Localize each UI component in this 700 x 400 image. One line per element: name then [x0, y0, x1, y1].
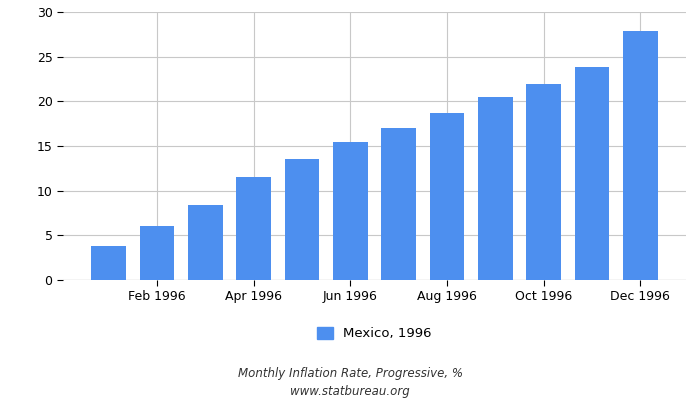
Bar	[526, 84, 561, 280]
Legend: Mexico, 1996: Mexico, 1996	[317, 327, 432, 340]
Text: Monthly Inflation Rate, Progressive, %: Monthly Inflation Rate, Progressive, %	[237, 368, 463, 380]
Bar	[91, 246, 126, 280]
Bar	[333, 142, 368, 280]
Bar	[237, 177, 271, 280]
Bar	[382, 128, 416, 280]
Bar	[188, 205, 223, 280]
Bar	[478, 97, 512, 280]
Bar	[139, 226, 174, 280]
Bar	[285, 159, 319, 280]
Bar	[430, 113, 464, 280]
Text: www.statbureau.org: www.statbureau.org	[290, 386, 410, 398]
Bar	[575, 67, 610, 280]
Bar	[623, 31, 658, 280]
